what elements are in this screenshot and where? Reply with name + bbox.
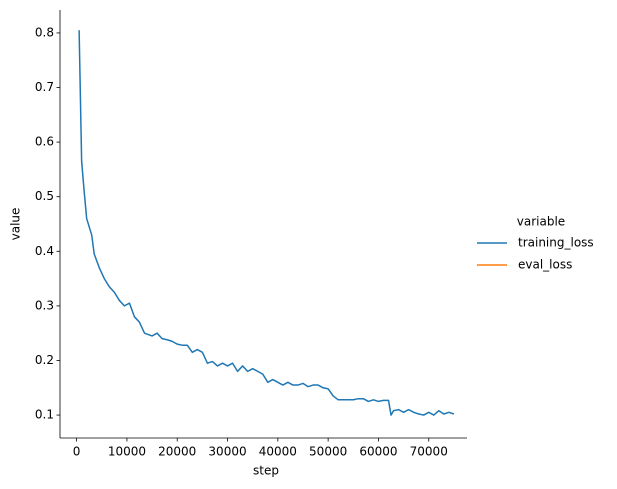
y-axis-label: value [9,208,23,241]
y-tick-label: 0.8 [35,25,54,39]
x-tick-label: 10000 [108,445,146,459]
series-line [78,30,455,416]
x-tick-label: 40000 [259,445,297,459]
legend-title: variable [517,215,565,229]
y-tick-label: 0.1 [35,408,54,422]
y-tick-label: 0.7 [35,80,54,94]
y-tick-label: 0.3 [35,298,54,312]
x-tick-label: 70000 [410,445,448,459]
x-tick-label: 20000 [158,445,196,459]
legend-label: training_loss [518,236,594,250]
y-tick-label: 0.2 [35,353,54,367]
y-tick-label: 0.4 [35,244,54,258]
y-tick-label: 0.5 [35,189,54,203]
x-tick-label: 60000 [359,445,397,459]
x-tick-label: 30000 [208,445,246,459]
legend-label: eval_loss [518,258,572,272]
x-tick-label: 50000 [309,445,347,459]
y-tick-label: 0.6 [35,135,54,149]
x-axis-label: step [253,464,279,478]
x-tick-label: 0 [73,445,81,459]
